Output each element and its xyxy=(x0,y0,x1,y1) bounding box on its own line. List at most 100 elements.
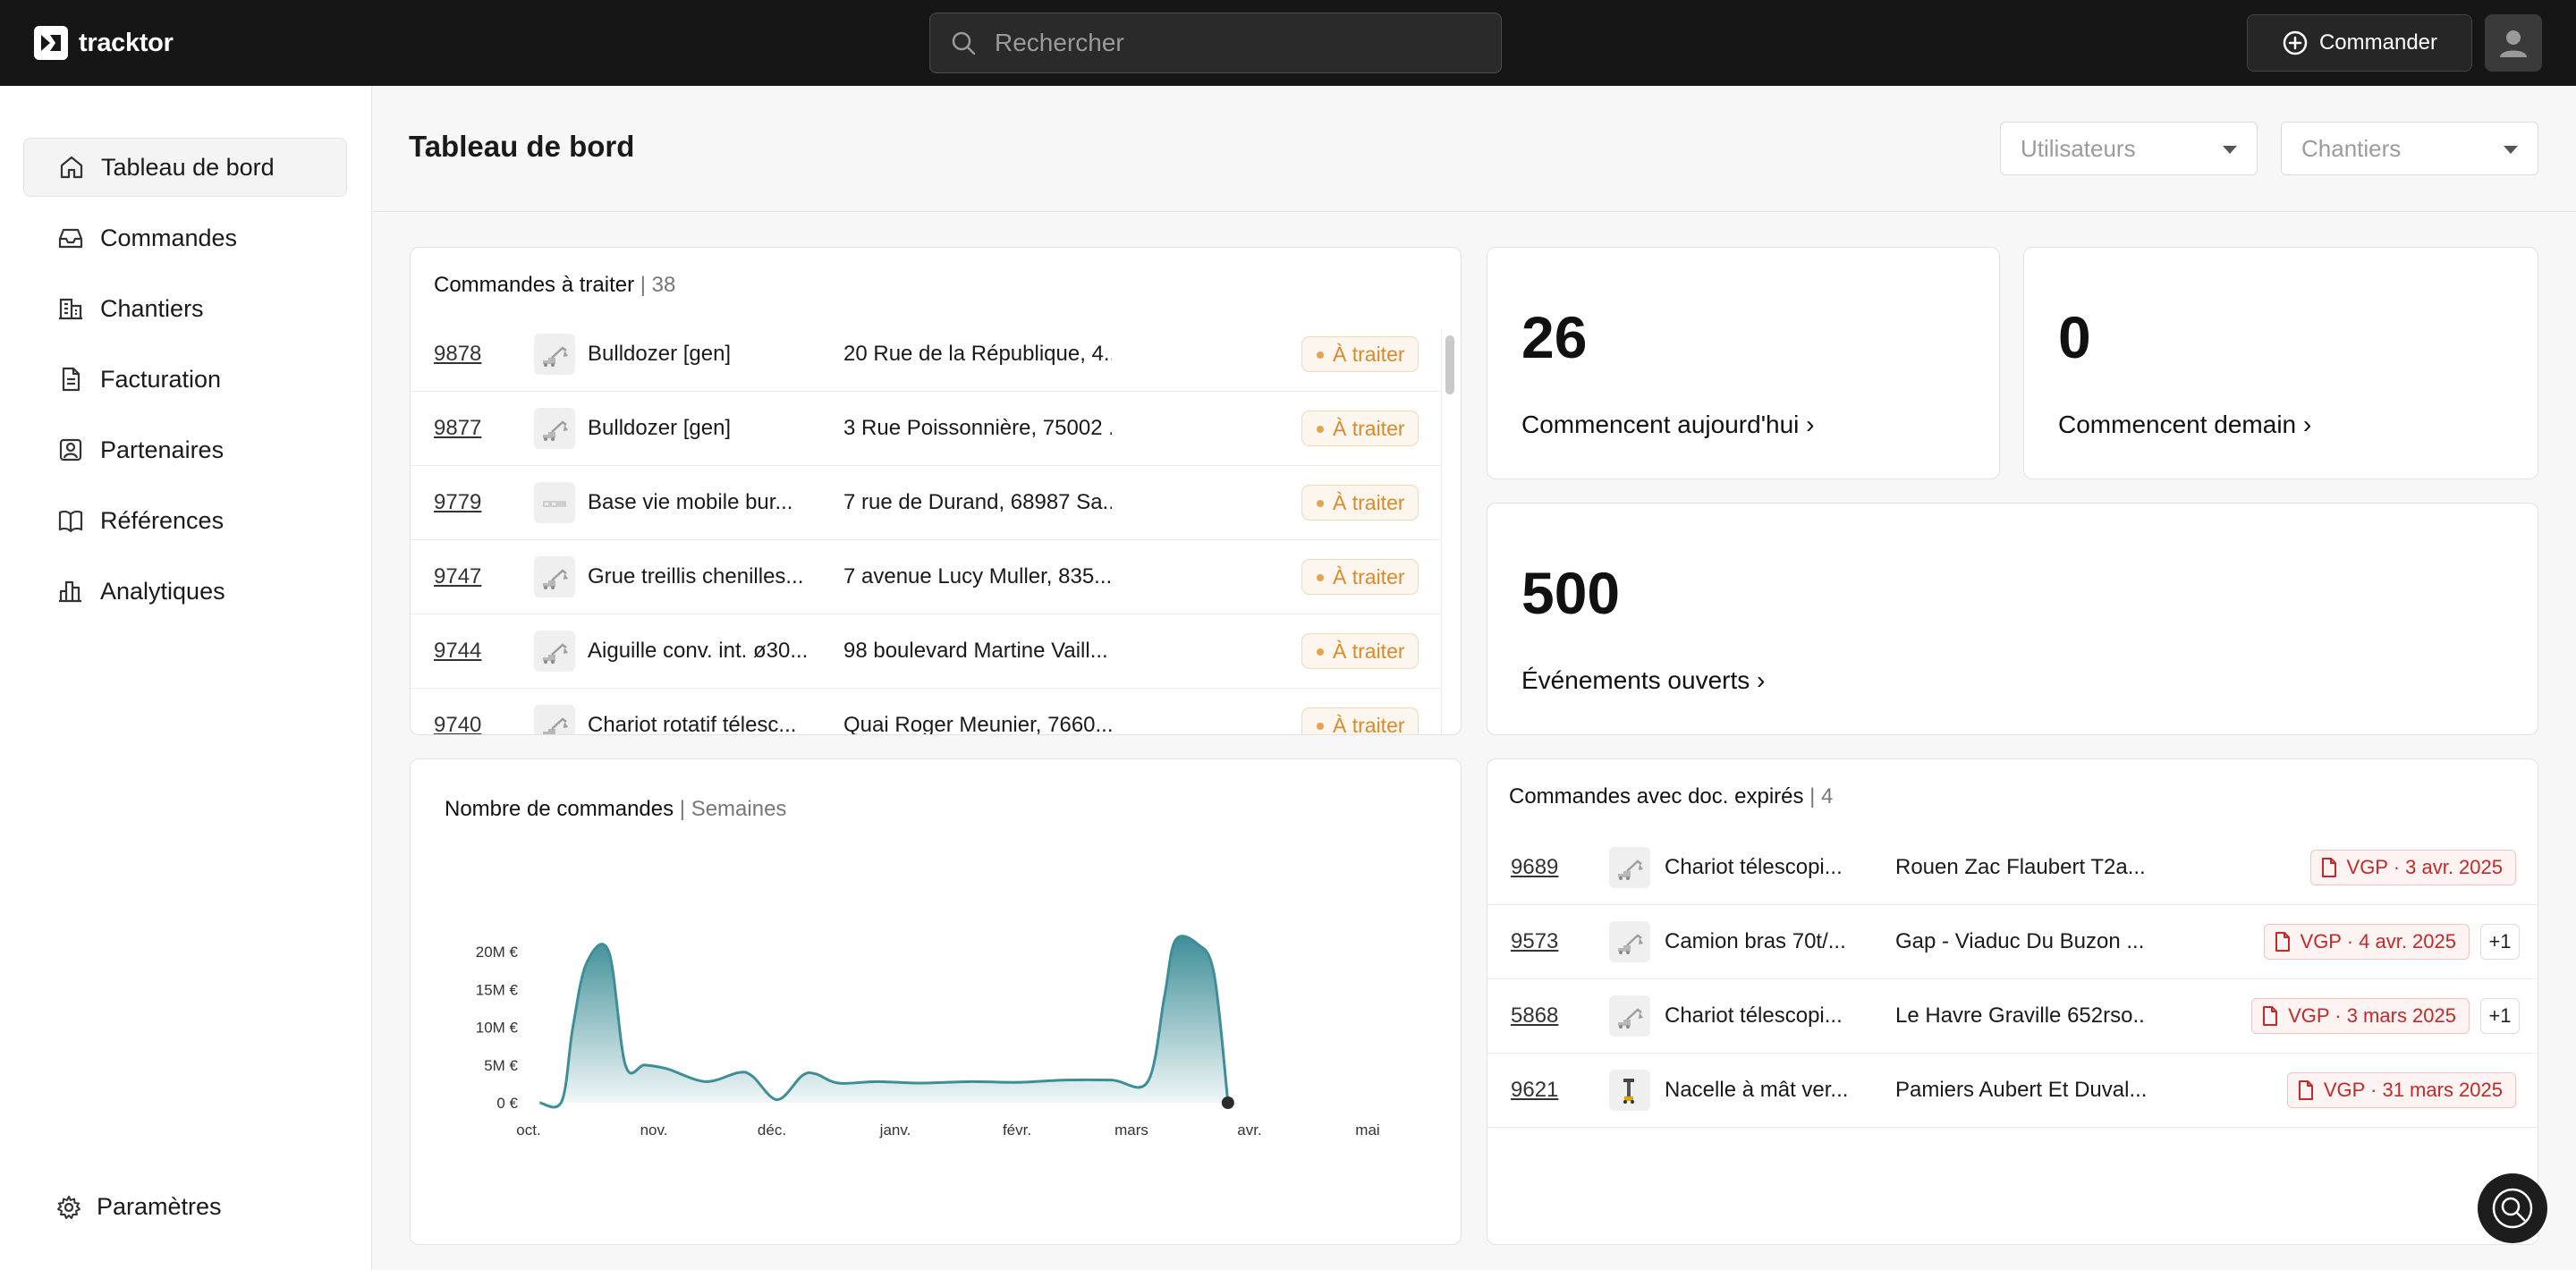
sidebar-item-billing[interactable]: Facturation xyxy=(23,350,347,409)
app-logo[interactable]: tracktor xyxy=(34,25,174,61)
expired-doc-badge[interactable]: VGP · 31 mars 2025 xyxy=(2286,1072,2516,1108)
equipment-name: Bulldozer [gen] xyxy=(588,416,732,440)
sidebar-item-partners[interactable]: Partenaires xyxy=(23,420,347,479)
table-row[interactable]: 9877 Bulldozer [gen] 3 Rue Poissonnière, 7… xyxy=(411,392,1441,466)
site-address: 3 Rue Poissonnière, 75002 ... xyxy=(843,416,1112,440)
order-id-link[interactable]: 9747 xyxy=(434,564,482,588)
table-row[interactable]: 9621 Nacelle à mât ver... Pamiers Aubert E… xyxy=(1487,1054,2538,1128)
order-id-link[interactable]: 9877 xyxy=(434,416,482,440)
tomorrow-count: 0 xyxy=(2058,304,2091,370)
sidebar-item-references[interactable]: Références xyxy=(23,491,347,550)
building-icon xyxy=(59,298,82,320)
equipment-thumbnail-icon xyxy=(1609,995,1650,1037)
equipment-thumbnail-icon xyxy=(534,631,575,672)
equipment-thumbnail-icon xyxy=(534,705,575,734)
table-row[interactable]: 9878 Bulldozer [gen] 20 Rue de la Républiq… xyxy=(411,318,1441,392)
card-title-text: Commandes à traiter xyxy=(434,273,635,297)
more-docs-badge[interactable]: +1 xyxy=(2480,998,2520,1034)
table-row[interactable]: 9573 Camion bras 70t/... Gap - Viaduc Du B… xyxy=(1487,905,2538,979)
open-events-link[interactable]: Événements ouverts › xyxy=(1521,666,1766,694)
status-badge: À traiter xyxy=(1301,633,1419,669)
sidebar-item-label: Analytiques xyxy=(100,577,225,605)
chart-subtitle: | Semaines xyxy=(679,797,787,821)
help-chat-button[interactable] xyxy=(2478,1173,2547,1243)
equipment-thumbnail-icon xyxy=(534,556,575,597)
sidebar-item-label: Chantiers xyxy=(100,294,204,322)
gear-icon xyxy=(57,1195,80,1219)
order-id-link[interactable]: 9779 xyxy=(434,490,482,514)
status-badge: À traiter xyxy=(1301,411,1419,446)
order-id-link[interactable]: 5868 xyxy=(1511,1003,1559,1028)
open-events-card[interactable]: 500 Événements ouverts › xyxy=(1487,503,2538,735)
expired-doc-badge[interactable]: VGP · 3 avr. 2025 xyxy=(2309,850,2516,885)
sidebar-item-sites[interactable]: Chantiers xyxy=(23,279,347,338)
order-button[interactable]: Commander xyxy=(2247,14,2472,72)
last-point-marker[interactable] xyxy=(1221,1096,1234,1109)
search-input[interactable] xyxy=(995,29,1478,57)
sidebar-item-orders[interactable]: Commandes xyxy=(23,208,347,267)
tomorrow-stat-card[interactable]: 0 Commencent demain › xyxy=(2023,247,2538,479)
equipment-thumbnail-icon xyxy=(1609,847,1650,888)
chart-title-text: Nombre de commandes xyxy=(445,797,674,821)
table-row[interactable]: 9747 Grue treillis chenilles... 7 avenue L… xyxy=(411,540,1441,614)
tomorrow-link[interactable]: Commencent demain › xyxy=(2058,411,2312,438)
table-row[interactable]: 9689 Chariot télescopi... Rouen Zac Flaube… xyxy=(1487,831,2538,905)
user-menu-button[interactable] xyxy=(2485,14,2542,72)
table-row[interactable]: 9779 Base vie mobile bur... 7 rue de Duran… xyxy=(411,466,1441,540)
more-docs-badge[interactable]: +1 xyxy=(2480,924,2520,960)
chart-title: Nombre de commandes | Semaines xyxy=(445,797,786,822)
site-address: Quai Roger Meunier, 7660... xyxy=(843,713,1112,735)
users-filter-select[interactable]: Utilisateurs xyxy=(2000,122,2258,175)
x-tick-label: déc. xyxy=(758,1122,786,1139)
orders-to-process-card: Commandes à traiter | 38 9878 Bulldozer [… xyxy=(410,247,1462,735)
table-row[interactable]: 9740 Chariot rotatif télesc... Quai Roger … xyxy=(411,689,1441,735)
y-tick-label: 10M € xyxy=(476,1020,519,1037)
expired-doc-badge[interactable]: VGP · 3 mars 2025 xyxy=(2251,998,2470,1034)
today-count: 26 xyxy=(1521,304,1588,370)
global-search[interactable] xyxy=(929,13,1502,73)
scrollbar-thumb[interactable] xyxy=(1445,335,1454,394)
sites-filter-select[interactable]: Chantiers xyxy=(2281,122,2538,175)
order-id-link[interactable]: 9878 xyxy=(434,342,482,366)
orders-to-process-title: Commandes à traiter | 38 xyxy=(434,273,675,298)
status-badge: À traiter xyxy=(1301,336,1419,372)
card-count: | 38 xyxy=(640,273,676,297)
sidebar-item-label: Références xyxy=(100,506,225,534)
table-row[interactable]: 5868 Chariot télescopi... Le Havre Gravill… xyxy=(1487,979,2538,1054)
orders-area-chart: 0 € 5M € 10M € 15M € 20M € oct. nov. déc. janv. f… xyxy=(476,935,1380,1139)
equipment-thumbnail-icon xyxy=(534,408,575,449)
expired-doc-badge[interactable]: VGP · 4 avr. 2025 xyxy=(2263,924,2470,960)
x-tick-label: oct. xyxy=(516,1122,540,1139)
order-button-label: Commander xyxy=(2318,30,2438,55)
contact-icon xyxy=(59,438,82,461)
sidebar-item-analytics[interactable]: Analytiques xyxy=(23,562,347,621)
users-filter-placeholder: Utilisateurs xyxy=(2021,134,2136,162)
expired-doc-label: VGP · 3 mars 2025 xyxy=(2288,1004,2456,1027)
order-id-link[interactable]: 9621 xyxy=(1511,1078,1559,1102)
open-events-count: 500 xyxy=(1521,560,1621,626)
plus-circle-icon xyxy=(2283,30,2308,55)
card-title-text: Commandes avec doc. expirés xyxy=(1509,784,1804,809)
today-stat-card[interactable]: 26 Commencent aujourd'hui › xyxy=(1487,247,2000,479)
bar-chart-icon xyxy=(59,580,81,603)
status-badge: À traiter xyxy=(1301,707,1419,734)
orders-scrollbar[interactable] xyxy=(1441,330,1457,734)
sidebar-item-settings[interactable]: Paramètres xyxy=(55,1193,222,1221)
series-line xyxy=(539,935,1230,1109)
order-id-link[interactable]: 9573 xyxy=(1511,929,1559,953)
equipment-name: Grue treillis chenilles... xyxy=(588,564,804,588)
order-id-link[interactable]: 9740 xyxy=(434,713,482,735)
table-row[interactable]: 9744 Aiguille conv. int. ø30... 98 bouleva… xyxy=(411,614,1441,689)
order-id-link[interactable]: 9689 xyxy=(1511,855,1559,879)
order-id-link[interactable]: 9744 xyxy=(434,639,482,663)
chevron-down-icon xyxy=(2223,146,2237,154)
equipment-name: Chariot télescopi... xyxy=(1665,1003,1843,1028)
today-link[interactable]: Commencent aujourd'hui › xyxy=(1521,411,1815,438)
y-tick-label: 15M € xyxy=(476,981,519,998)
user-icon xyxy=(2500,30,2527,57)
equipment-name: Aiguille conv. int. ø30... xyxy=(588,639,809,663)
sidebar-item-label: Commandes xyxy=(100,224,238,251)
equipment-thumbnail-icon xyxy=(1609,921,1650,962)
sidebar-item-dashboard[interactable]: Tableau de bord xyxy=(23,138,347,197)
site-address: Gap - Viaduc Du Buzon ... xyxy=(1895,929,2145,953)
